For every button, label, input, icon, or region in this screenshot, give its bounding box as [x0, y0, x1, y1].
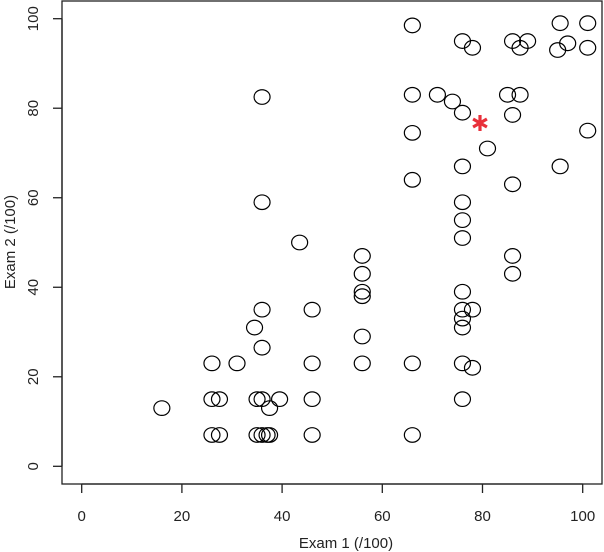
data-point	[453, 355, 472, 372]
data-point	[153, 400, 171, 417]
data-point	[248, 427, 266, 443]
data-point	[579, 15, 597, 32]
y-tick-label: 20	[25, 368, 42, 385]
x-tick-label: 100	[570, 508, 595, 525]
data-point	[403, 17, 421, 34]
data-point	[559, 35, 577, 52]
data-point	[303, 391, 321, 408]
data-point	[203, 391, 221, 408]
data-point	[453, 158, 472, 175]
data-point	[403, 124, 421, 141]
data-point	[403, 171, 421, 188]
data-point	[203, 427, 221, 443]
data-point	[303, 427, 321, 443]
data-point	[518, 33, 537, 49]
data-point	[551, 15, 569, 32]
x-tick-label: 0	[78, 508, 86, 525]
x-tick-label: 20	[174, 508, 191, 525]
data-point	[428, 86, 447, 103]
y-axis-title: Exam 2 (/100)	[2, 195, 19, 289]
y-tick-label: 40	[25, 279, 42, 296]
data-point	[579, 39, 597, 56]
data-point	[253, 301, 271, 318]
data-point	[253, 339, 271, 356]
data-point	[353, 288, 371, 305]
data-point	[353, 248, 371, 264]
data-point	[503, 248, 522, 264]
data-point	[503, 176, 522, 193]
data-point	[443, 93, 462, 110]
data-point	[228, 355, 246, 372]
data-point	[503, 265, 522, 282]
data-point	[270, 391, 289, 408]
y-axis: 0 20 40 60 80 100	[25, 6, 63, 470]
y-tick-label: 80	[25, 100, 42, 117]
data-point	[453, 283, 472, 300]
x-tick-label: 60	[374, 508, 391, 525]
data-point	[463, 39, 482, 56]
y-tick-label: 0	[25, 462, 42, 470]
y-tick-label: 100	[25, 6, 42, 31]
data-point	[260, 400, 279, 417]
x-axis-title: Exam 1 (/100)	[299, 535, 393, 552]
data-point	[478, 140, 497, 157]
data-point	[253, 194, 271, 211]
data-point	[453, 319, 472, 336]
data-point	[210, 427, 229, 443]
data-point	[203, 355, 221, 372]
data-point	[503, 107, 522, 123]
data-point	[511, 86, 529, 103]
data-points	[153, 15, 597, 443]
data-point	[253, 427, 271, 443]
data-point	[353, 283, 371, 300]
plot-frame	[61, 0, 603, 485]
data-point	[453, 391, 472, 408]
data-point	[403, 355, 421, 372]
data-point	[453, 230, 472, 246]
data-point	[453, 310, 472, 327]
x-tick-label: 40	[274, 508, 291, 525]
data-point	[210, 391, 229, 408]
data-point	[291, 234, 309, 251]
x-tick-label: 80	[474, 508, 491, 525]
data-point	[453, 104, 472, 121]
data-point	[453, 301, 472, 318]
data-point	[403, 427, 421, 443]
data-point	[579, 122, 597, 139]
data-point	[245, 319, 264, 336]
data-point	[453, 194, 472, 211]
data-point	[303, 301, 321, 318]
data-point	[403, 86, 421, 103]
data-point	[260, 427, 279, 443]
data-point	[463, 301, 482, 318]
y-tick-label: 60	[25, 189, 42, 206]
x-axis: 0 20 40 60 80 100	[78, 483, 595, 525]
highlight-point	[472, 114, 488, 131]
data-point	[353, 265, 371, 282]
data-point	[463, 359, 482, 376]
data-point	[353, 355, 371, 372]
data-point	[353, 328, 371, 345]
data-point	[253, 89, 271, 105]
data-point	[551, 158, 569, 175]
data-point	[453, 212, 472, 229]
data-point	[248, 391, 266, 408]
data-point	[303, 355, 321, 372]
data-point	[498, 86, 517, 103]
